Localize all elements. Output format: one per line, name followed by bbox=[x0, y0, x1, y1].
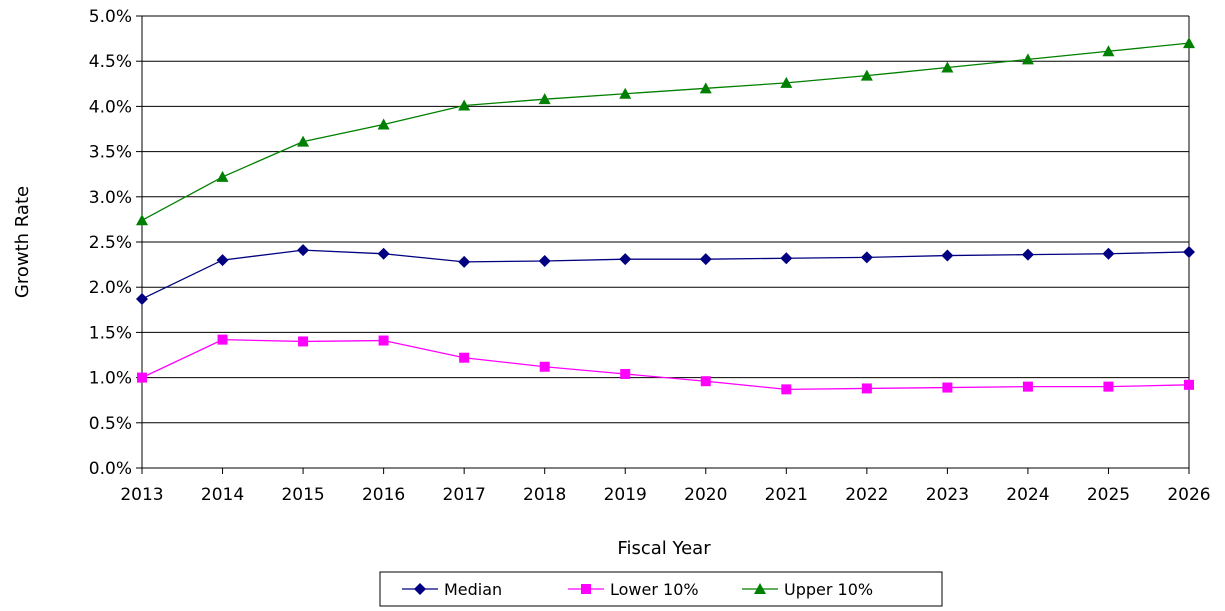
series-line-upper-10 bbox=[141, 42, 1190, 221]
legend-item-upper-10: Upper 10% bbox=[742, 580, 873, 599]
data-point-median bbox=[297, 244, 310, 257]
data-point-lower-10 bbox=[137, 372, 147, 383]
x-axis-tick-labels: 2013 2014 2015 2016 2017 2018 2019 2020 2021 2022… bbox=[120, 485, 1210, 505]
series-upper-10 bbox=[136, 37, 1195, 226]
data-point-upper-10 bbox=[699, 82, 712, 94]
data-point-lower-10 bbox=[1103, 381, 1114, 392]
y-tick-label: 4.5% bbox=[89, 52, 132, 72]
data-point-lower-10 bbox=[217, 334, 228, 345]
x-tick-label: 2013 bbox=[120, 485, 163, 505]
x-axis-title: Fiscal Year bbox=[617, 538, 711, 559]
x-tick-label: 2019 bbox=[604, 485, 647, 505]
data-point-median bbox=[699, 253, 712, 266]
data-point-upper-10 bbox=[297, 135, 310, 147]
legend-label-upper-10: Upper 10% bbox=[784, 580, 873, 599]
data-point-upper-10 bbox=[538, 93, 551, 105]
data-point-upper-10 bbox=[860, 69, 873, 81]
y-axis-title: Growth Rate bbox=[12, 186, 33, 298]
y-tick-label: 2.0% bbox=[89, 278, 132, 298]
data-point-median bbox=[1021, 248, 1034, 261]
data-point-lower-10 bbox=[942, 382, 953, 393]
x-tick-label: 2015 bbox=[281, 485, 324, 505]
y-tick-label: 2.5% bbox=[89, 233, 132, 253]
series-group bbox=[136, 37, 1195, 395]
data-point-median bbox=[216, 254, 229, 267]
y-tick-label: 4.0% bbox=[89, 97, 132, 117]
data-point-upper-10 bbox=[941, 61, 954, 73]
data-point-upper-10 bbox=[458, 99, 471, 111]
data-point-upper-10 bbox=[780, 76, 793, 88]
legend-item-lower-10: Lower 10% bbox=[568, 580, 699, 599]
data-point-upper-10 bbox=[1183, 37, 1195, 49]
x-tick-label: 2023 bbox=[926, 485, 969, 505]
data-point-upper-10 bbox=[1021, 53, 1034, 65]
y-tick-label: 0.5% bbox=[89, 414, 132, 434]
y-tick-label: 0.0% bbox=[89, 459, 132, 479]
y-tick-label: 1.5% bbox=[89, 323, 132, 343]
data-point-upper-10 bbox=[1102, 45, 1115, 57]
data-point-upper-10 bbox=[216, 170, 229, 182]
legend-marker-median bbox=[414, 583, 426, 595]
data-point-median bbox=[1183, 245, 1195, 258]
x-tick-label: 2026 bbox=[1167, 485, 1210, 505]
x-tick-label: 2021 bbox=[765, 485, 808, 505]
data-point-upper-10 bbox=[136, 214, 148, 226]
legend-marker-lower-10 bbox=[581, 584, 591, 594]
data-point-upper-10 bbox=[619, 87, 632, 99]
y-tick-label: 1.0% bbox=[89, 369, 132, 389]
series-line-median bbox=[141, 249, 1190, 300]
data-point-median bbox=[458, 255, 471, 268]
axes bbox=[136, 15, 1190, 474]
series-line-lower-10 bbox=[141, 338, 1190, 391]
y-tick-label: 3.0% bbox=[89, 188, 132, 208]
data-point-median bbox=[538, 254, 551, 267]
data-point-median bbox=[136, 292, 148, 305]
x-tick-label: 2016 bbox=[362, 485, 405, 505]
data-point-lower-10 bbox=[781, 384, 792, 395]
data-point-lower-10 bbox=[700, 376, 711, 387]
data-point-upper-10 bbox=[377, 118, 390, 130]
x-tick-label: 2022 bbox=[845, 485, 888, 505]
legend: Median Lower 10% Upper 10% bbox=[379, 571, 943, 607]
legend-label-lower-10: Lower 10% bbox=[610, 580, 699, 599]
y-tick-label: 5.0% bbox=[89, 7, 132, 27]
data-point-lower-10 bbox=[298, 336, 309, 347]
legend-marker-upper-10 bbox=[754, 583, 766, 594]
data-point-median bbox=[619, 253, 632, 266]
data-point-lower-10 bbox=[861, 383, 872, 394]
series-median bbox=[136, 244, 1195, 305]
x-tick-label: 2018 bbox=[523, 485, 566, 505]
data-point-lower-10 bbox=[459, 352, 470, 363]
x-tick-label: 2017 bbox=[443, 485, 486, 505]
data-point-lower-10 bbox=[539, 361, 550, 372]
y-tick-label: 3.5% bbox=[89, 143, 132, 163]
legend-label-median: Median bbox=[444, 580, 502, 599]
x-tick-label: 2025 bbox=[1087, 485, 1130, 505]
x-tick-label: 2014 bbox=[201, 485, 244, 505]
y-axis-tick-labels: 0.0% 0.5% 1.0% 1.5% 2.0% 2.5% 3.0% 3.5% 4.0% 4.5%… bbox=[89, 7, 132, 479]
data-point-median bbox=[941, 249, 954, 262]
data-point-lower-10 bbox=[378, 335, 389, 346]
data-point-lower-10 bbox=[620, 368, 631, 379]
data-point-lower-10 bbox=[1184, 379, 1194, 390]
legend-item-median: Median bbox=[402, 580, 502, 599]
data-point-lower-10 bbox=[1022, 381, 1033, 392]
legend-box bbox=[379, 571, 943, 607]
series-lower-10 bbox=[137, 334, 1194, 395]
data-point-median bbox=[780, 252, 793, 265]
data-point-median bbox=[860, 251, 873, 264]
x-tick-label: 2020 bbox=[684, 485, 727, 505]
gridlines bbox=[142, 15, 1189, 424]
x-tick-label: 2024 bbox=[1006, 485, 1049, 505]
data-point-median bbox=[1102, 247, 1115, 260]
data-point-median bbox=[377, 247, 390, 260]
